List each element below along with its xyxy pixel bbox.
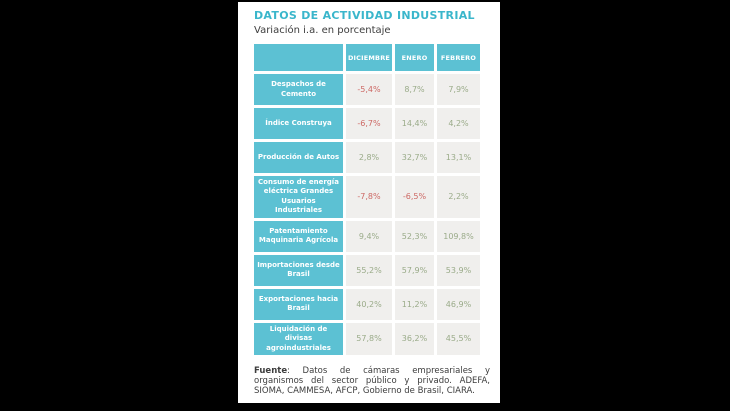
page-subtitle: Variación i.a. en porcentaje <box>254 25 391 36</box>
source-note: Fuente: Datos de cámaras empresariales y… <box>254 366 490 397</box>
value-cell: -6,7% <box>346 108 392 139</box>
value-cell: 14,4% <box>395 108 434 139</box>
corner-header-cell <box>254 44 343 71</box>
value-cell: 55,2% <box>346 254 392 286</box>
value-cell: -5,4% <box>346 74 392 105</box>
value-cell: 7,9% <box>437 74 480 105</box>
value-cell: 57,8% <box>346 322 392 356</box>
value-cell: 2,8% <box>346 142 392 173</box>
value-cell: 40,2% <box>346 288 392 320</box>
column-header-diciembre: DICIEMBRE <box>346 44 392 71</box>
table-row: Despachos de Cemento -5,4% 8,7% 7,9% <box>254 74 480 105</box>
row-label-cell: Importaciones desde Brasil <box>254 254 343 286</box>
value-cell: 46,9% <box>437 288 480 320</box>
table-row: Liquidación de divisas agroindustriales … <box>254 322 480 356</box>
value-cell: 13,1% <box>437 142 480 173</box>
value-cell: 45,5% <box>437 322 480 356</box>
value-cell: 52,3% <box>395 220 434 252</box>
row-label-cell: Exportaciones hacia Brasil <box>254 288 343 320</box>
value-cell: 8,7% <box>395 74 434 105</box>
value-cell: 109,8% <box>437 220 480 252</box>
value-cell: 36,2% <box>395 322 434 356</box>
row-label-cell: Consumo de energía eléctrica Grandes Usu… <box>254 176 343 218</box>
table-row: Índice Construya -6,7% 14,4% 4,2% <box>254 108 480 139</box>
column-header-enero: ENERO <box>395 44 434 71</box>
value-cell: 53,9% <box>437 254 480 286</box>
source-text: : Datos de cámaras empresariales y organ… <box>254 366 490 397</box>
table-row: Producción de Autos 2,8% 32,7% 13,1% <box>254 142 480 173</box>
value-cell: 2,2% <box>437 176 480 218</box>
table-header-row: DICIEMBRE ENERO FEBRERO <box>254 44 480 71</box>
value-cell: 11,2% <box>395 288 434 320</box>
source-label: Fuente <box>254 366 288 377</box>
table-row: Importaciones desde Brasil 55,2% 57,9% 5… <box>254 254 480 286</box>
table-row: Patentamiento Maquinaria Agrícola 9,4% 5… <box>254 220 480 252</box>
row-label-cell: Índice Construya <box>254 108 343 139</box>
row-label-cell: Despachos de Cemento <box>254 74 343 105</box>
row-label-cell: Patentamiento Maquinaria Agrícola <box>254 220 343 252</box>
value-cell: 9,4% <box>346 220 392 252</box>
table-row: Consumo de energía eléctrica Grandes Usu… <box>254 176 480 218</box>
table-row: Exportaciones hacia Brasil 40,2% 11,2% 4… <box>254 288 480 320</box>
column-header-febrero: FEBRERO <box>437 44 480 71</box>
page-title: DATOS DE ACTIVIDAD INDUSTRIAL <box>254 9 475 22</box>
value-cell: -6,5% <box>395 176 434 218</box>
industrial-activity-table: DICIEMBRE ENERO FEBRERO Despachos de Cem… <box>251 41 483 358</box>
value-cell: 4,2% <box>437 108 480 139</box>
value-cell: 32,7% <box>395 142 434 173</box>
infographic-card: DATOS DE ACTIVIDAD INDUSTRIAL Variación … <box>238 2 500 403</box>
row-label-cell: Producción de Autos <box>254 142 343 173</box>
value-cell: 57,9% <box>395 254 434 286</box>
value-cell: -7,8% <box>346 176 392 218</box>
row-label-cell: Liquidación de divisas agroindustriales <box>254 322 343 356</box>
